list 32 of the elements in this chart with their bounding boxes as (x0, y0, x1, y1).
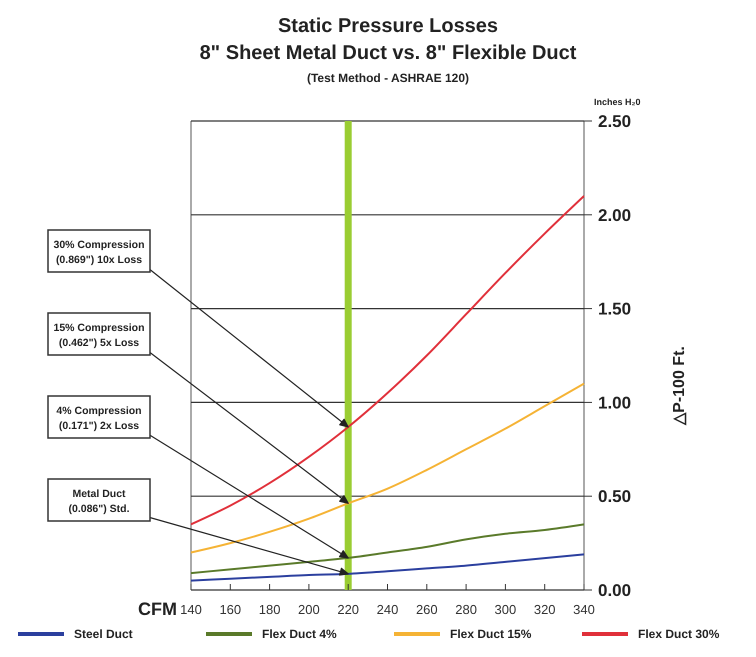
legend-label: Flex Duct 30% (638, 627, 720, 641)
text: 30% Compression (0.869") 10x Loss (53, 239, 145, 266)
x-tick-label: 200 (298, 602, 320, 617)
y-tick-label: 0.00 (598, 581, 632, 600)
text: Inches H₂0 (594, 97, 641, 107)
x-tick-label: 140 (180, 602, 202, 617)
y-axis-title: △P-100 Ft. (671, 346, 688, 426)
text: Metal Duct (0.086") Std. (68, 488, 130, 515)
x-tick-label: 220 (337, 602, 360, 617)
x-tick-label: 320 (534, 602, 556, 617)
x-tick-label: 160 (219, 602, 242, 617)
x-tick-label: 180 (258, 602, 280, 617)
x-tick-label: 240 (376, 602, 398, 617)
y-tick-label: 2.50 (598, 112, 632, 131)
y-tick-label: 1.50 (598, 300, 632, 319)
chart-subtitle: (Test Method - ASHRAE 120) (306, 71, 470, 85)
legend-label: Flex Duct 4% (262, 627, 338, 641)
y-tick-label: 1.00 (598, 393, 632, 412)
line-series (190, 523, 585, 574)
y-tick-label: 0.50 (598, 487, 632, 506)
chart-title: Static Pressure Losses 8" Sheet Metal Duct vs. 8" Flexible Duct (200, 15, 577, 64)
x-tick-label: 280 (455, 602, 477, 617)
x-tick-label: 340 (573, 602, 595, 617)
line-series (190, 553, 585, 582)
text: 15% Compression (0.462") 5x Loss (53, 322, 145, 349)
x-tick-label: 260 (416, 602, 438, 617)
legend-label: Flex Duct 15% (450, 627, 532, 641)
y-tick-label: 2.00 (598, 206, 632, 225)
x-tick-label: 300 (494, 602, 516, 617)
legend-label: Steel Duct (74, 627, 133, 641)
x-axis-title: CFM (138, 599, 177, 619)
text: 4% Compression (0.171") 2x Loss (56, 405, 142, 432)
